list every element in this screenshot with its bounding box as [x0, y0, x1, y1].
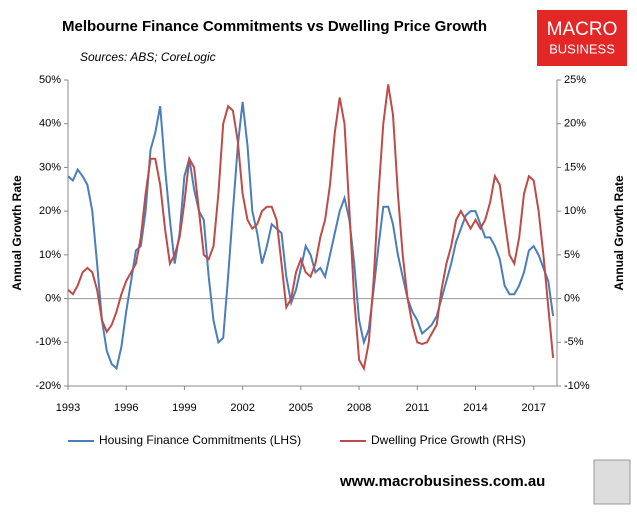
y-tick-label: -10%: [35, 336, 61, 348]
y-tick-label: 10%: [39, 249, 61, 261]
y2-tick-label: 20%: [564, 118, 586, 130]
y-tick-label: 20%: [39, 205, 61, 217]
chart-subtitle: Sources: ABS; CoreLogic: [80, 50, 216, 64]
series-line: [67, 84, 555, 372]
chart-title: Melbourne Finance Commitments vs Dwellin…: [62, 18, 487, 35]
x-tick-label: 1993: [56, 402, 80, 414]
x-tick-label: 2011: [405, 402, 429, 414]
y2-tick-label: -5%: [564, 336, 584, 348]
y-axis-label: Annual Growth Rate: [10, 175, 24, 291]
y-tick-label: 50%: [39, 74, 61, 86]
logo-box: [537, 10, 627, 66]
y2-tick-label: 0%: [564, 292, 580, 304]
y-tick-label: 40%: [39, 118, 61, 130]
wolf-icon: [593, 459, 631, 505]
y2-tick-label: 10%: [564, 205, 586, 217]
y2-tick-label: 15%: [564, 161, 586, 173]
y2-axis-label: Annual Growth Rate: [612, 175, 626, 291]
logo-text: MACRO: [547, 19, 618, 40]
x-tick-label: 2017: [521, 402, 545, 414]
y2-tick-label: 25%: [564, 74, 586, 86]
x-tick-label: 1999: [172, 402, 196, 414]
y-tick-label: 0%: [45, 292, 61, 304]
x-tick-label: 2008: [347, 402, 371, 414]
x-tick-label: 2005: [289, 402, 313, 414]
legend-label: Dwelling Price Growth (RHS): [371, 433, 526, 447]
y2-tick-label: -10%: [564, 380, 590, 392]
x-tick-label: 2014: [463, 402, 487, 414]
x-tick-label: 1996: [114, 402, 138, 414]
y-tick-label: -20%: [35, 380, 61, 392]
footer: www.macrobusiness.com.au: [339, 473, 545, 490]
legend-label: Housing Finance Commitments (LHS): [99, 433, 301, 447]
y-tick-label: 30%: [39, 161, 61, 173]
logo-text: BUSINESS: [549, 41, 615, 56]
y2-tick-label: 5%: [564, 249, 580, 261]
x-tick-label: 2002: [230, 402, 254, 414]
